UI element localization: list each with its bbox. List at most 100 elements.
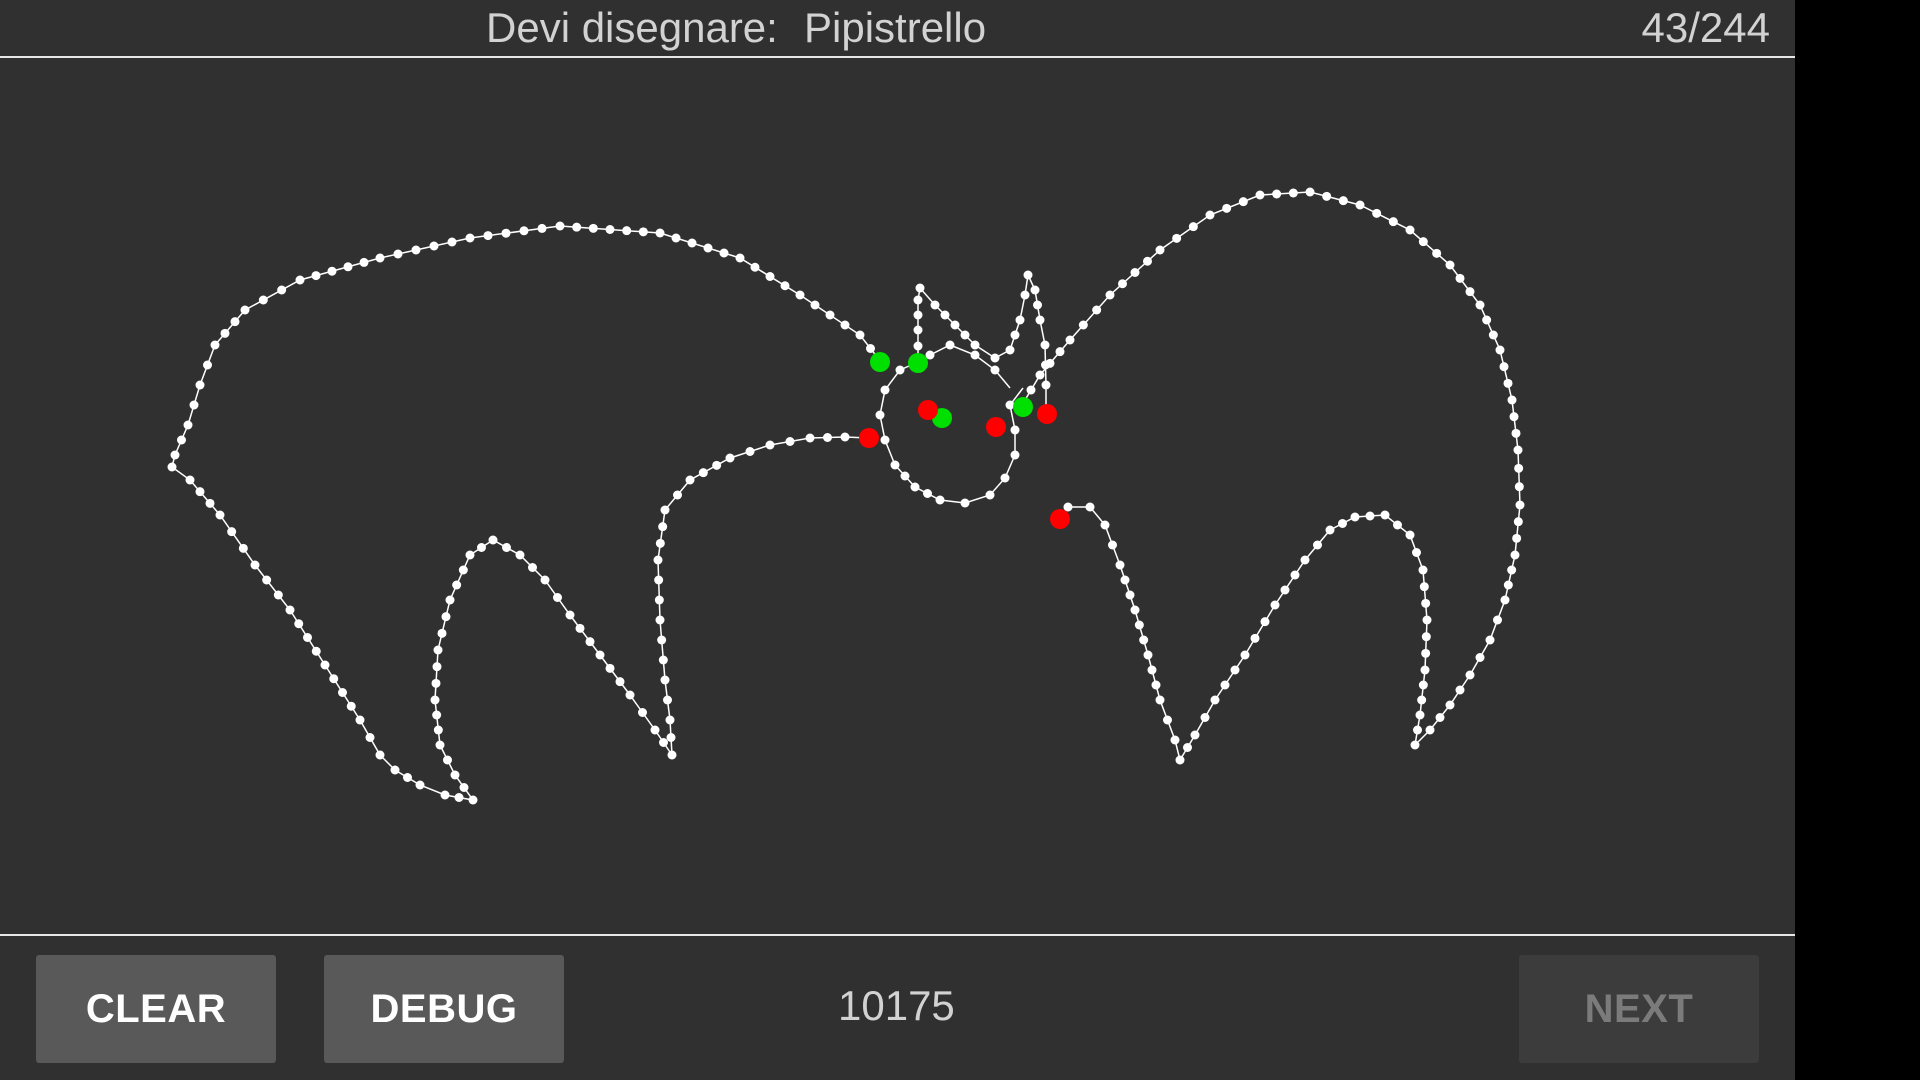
- stroke-point: [1280, 585, 1290, 595]
- stroke-point: [205, 498, 215, 508]
- stroke-point: [343, 262, 353, 272]
- stroke-point: [177, 435, 186, 445]
- stroke-point: [238, 543, 248, 553]
- stroke-point: [1205, 210, 1215, 220]
- stroke-point: [465, 550, 475, 560]
- stroke-point: [433, 645, 443, 655]
- stroke-point: [1305, 187, 1315, 197]
- stroke-end-marker: [859, 428, 879, 448]
- stroke-point: [913, 341, 923, 351]
- stroke-point: [537, 223, 547, 233]
- stroke-point: [825, 310, 835, 320]
- stroke-point: [685, 475, 695, 485]
- stroke-point: [666, 733, 676, 742]
- stroke-point: [515, 550, 525, 560]
- stroke-point: [1405, 225, 1415, 235]
- stroke-point: [1000, 473, 1010, 483]
- stroke-point: [195, 380, 205, 390]
- header-bar: Devi disegnare: Pipistrello 43/244: [0, 0, 1795, 58]
- stroke-end-marker: [918, 400, 938, 420]
- stroke-point: [1118, 279, 1127, 289]
- stroke-point: [329, 674, 339, 684]
- stroke-point: [1108, 540, 1117, 550]
- stroke-end-marker: [1037, 404, 1057, 424]
- drawing-canvas[interactable]: [0, 58, 1795, 934]
- stroke-point: [588, 223, 598, 233]
- score-value: 10175: [838, 982, 955, 1029]
- stroke-point: [595, 650, 605, 660]
- stroke-point: [553, 593, 562, 602]
- stroke-point: [1418, 565, 1428, 575]
- stroke-point: [1035, 315, 1045, 325]
- stroke-point: [1155, 695, 1165, 705]
- stroke-line: [171, 225, 882, 802]
- stroke-point: [1300, 555, 1310, 565]
- stroke-point: [910, 482, 920, 492]
- stroke-point: [183, 420, 193, 430]
- stroke-point: [1412, 548, 1421, 557]
- next-button[interactable]: NEXT: [1519, 955, 1759, 1063]
- stroke-point: [866, 344, 875, 353]
- clear-button[interactable]: CLEAR: [36, 955, 276, 1063]
- stroke-point: [1030, 285, 1040, 295]
- stroke-point: [277, 285, 287, 295]
- stroke-point: [605, 663, 615, 673]
- stroke-point: [1482, 315, 1492, 325]
- stroke-point: [665, 715, 675, 725]
- stroke-point: [671, 233, 681, 243]
- stroke-point: [435, 740, 445, 750]
- stroke-point: [1513, 445, 1523, 455]
- stroke-point: [488, 535, 498, 545]
- stroke-point: [1134, 620, 1144, 630]
- stroke-point: [960, 498, 970, 508]
- stroke-point: [1220, 680, 1230, 690]
- stroke-point: [452, 580, 462, 590]
- stroke-point: [483, 231, 493, 241]
- stroke-point: [1288, 188, 1298, 198]
- stroke-point: [1418, 237, 1428, 247]
- stroke-point: [501, 228, 511, 238]
- stroke-point: [250, 560, 260, 570]
- stroke-point: [638, 227, 648, 237]
- stroke-point: [725, 453, 735, 463]
- stroke-point: [1511, 428, 1521, 438]
- stroke-point: [1147, 665, 1157, 675]
- stroke-point: [765, 272, 775, 281]
- stroke-point: [1413, 725, 1422, 735]
- stroke-point: [1005, 345, 1015, 355]
- stroke-point: [1240, 650, 1250, 660]
- stroke-point: [1510, 550, 1520, 560]
- stroke-point: [273, 590, 283, 600]
- stroke-point: [528, 563, 537, 572]
- stroke-point: [375, 750, 385, 760]
- stroke-point: [1188, 222, 1198, 232]
- stroke-start-marker: [870, 352, 890, 372]
- debug-button[interactable]: DEBUG: [324, 955, 564, 1063]
- stroke-point: [659, 738, 668, 747]
- stroke-point: [1100, 520, 1110, 530]
- stroke-point: [432, 662, 442, 672]
- stroke-point: [780, 281, 790, 291]
- stroke-point: [454, 793, 464, 802]
- stroke-point: [1365, 511, 1375, 521]
- stroke-point: [443, 755, 452, 765]
- stroke-point: [185, 475, 195, 485]
- stroke-point: [502, 543, 511, 552]
- stroke-point: [432, 710, 442, 720]
- stroke-point: [220, 328, 230, 338]
- stroke-point: [895, 365, 905, 375]
- stroke-point: [622, 226, 632, 236]
- stroke-point: [655, 615, 665, 625]
- stroke-point: [1290, 570, 1300, 580]
- stroke-point: [346, 701, 356, 711]
- stroke-point: [1130, 268, 1140, 277]
- stroke-point: [429, 241, 439, 251]
- stroke-point: [258, 295, 268, 305]
- stroke-point: [458, 565, 468, 575]
- stroke-point: [227, 527, 237, 537]
- stroke-point: [823, 433, 832, 442]
- stroke-point: [393, 249, 403, 259]
- stroke-point: [990, 365, 1000, 375]
- stroke-point: [719, 248, 729, 258]
- stroke-point: [540, 575, 550, 585]
